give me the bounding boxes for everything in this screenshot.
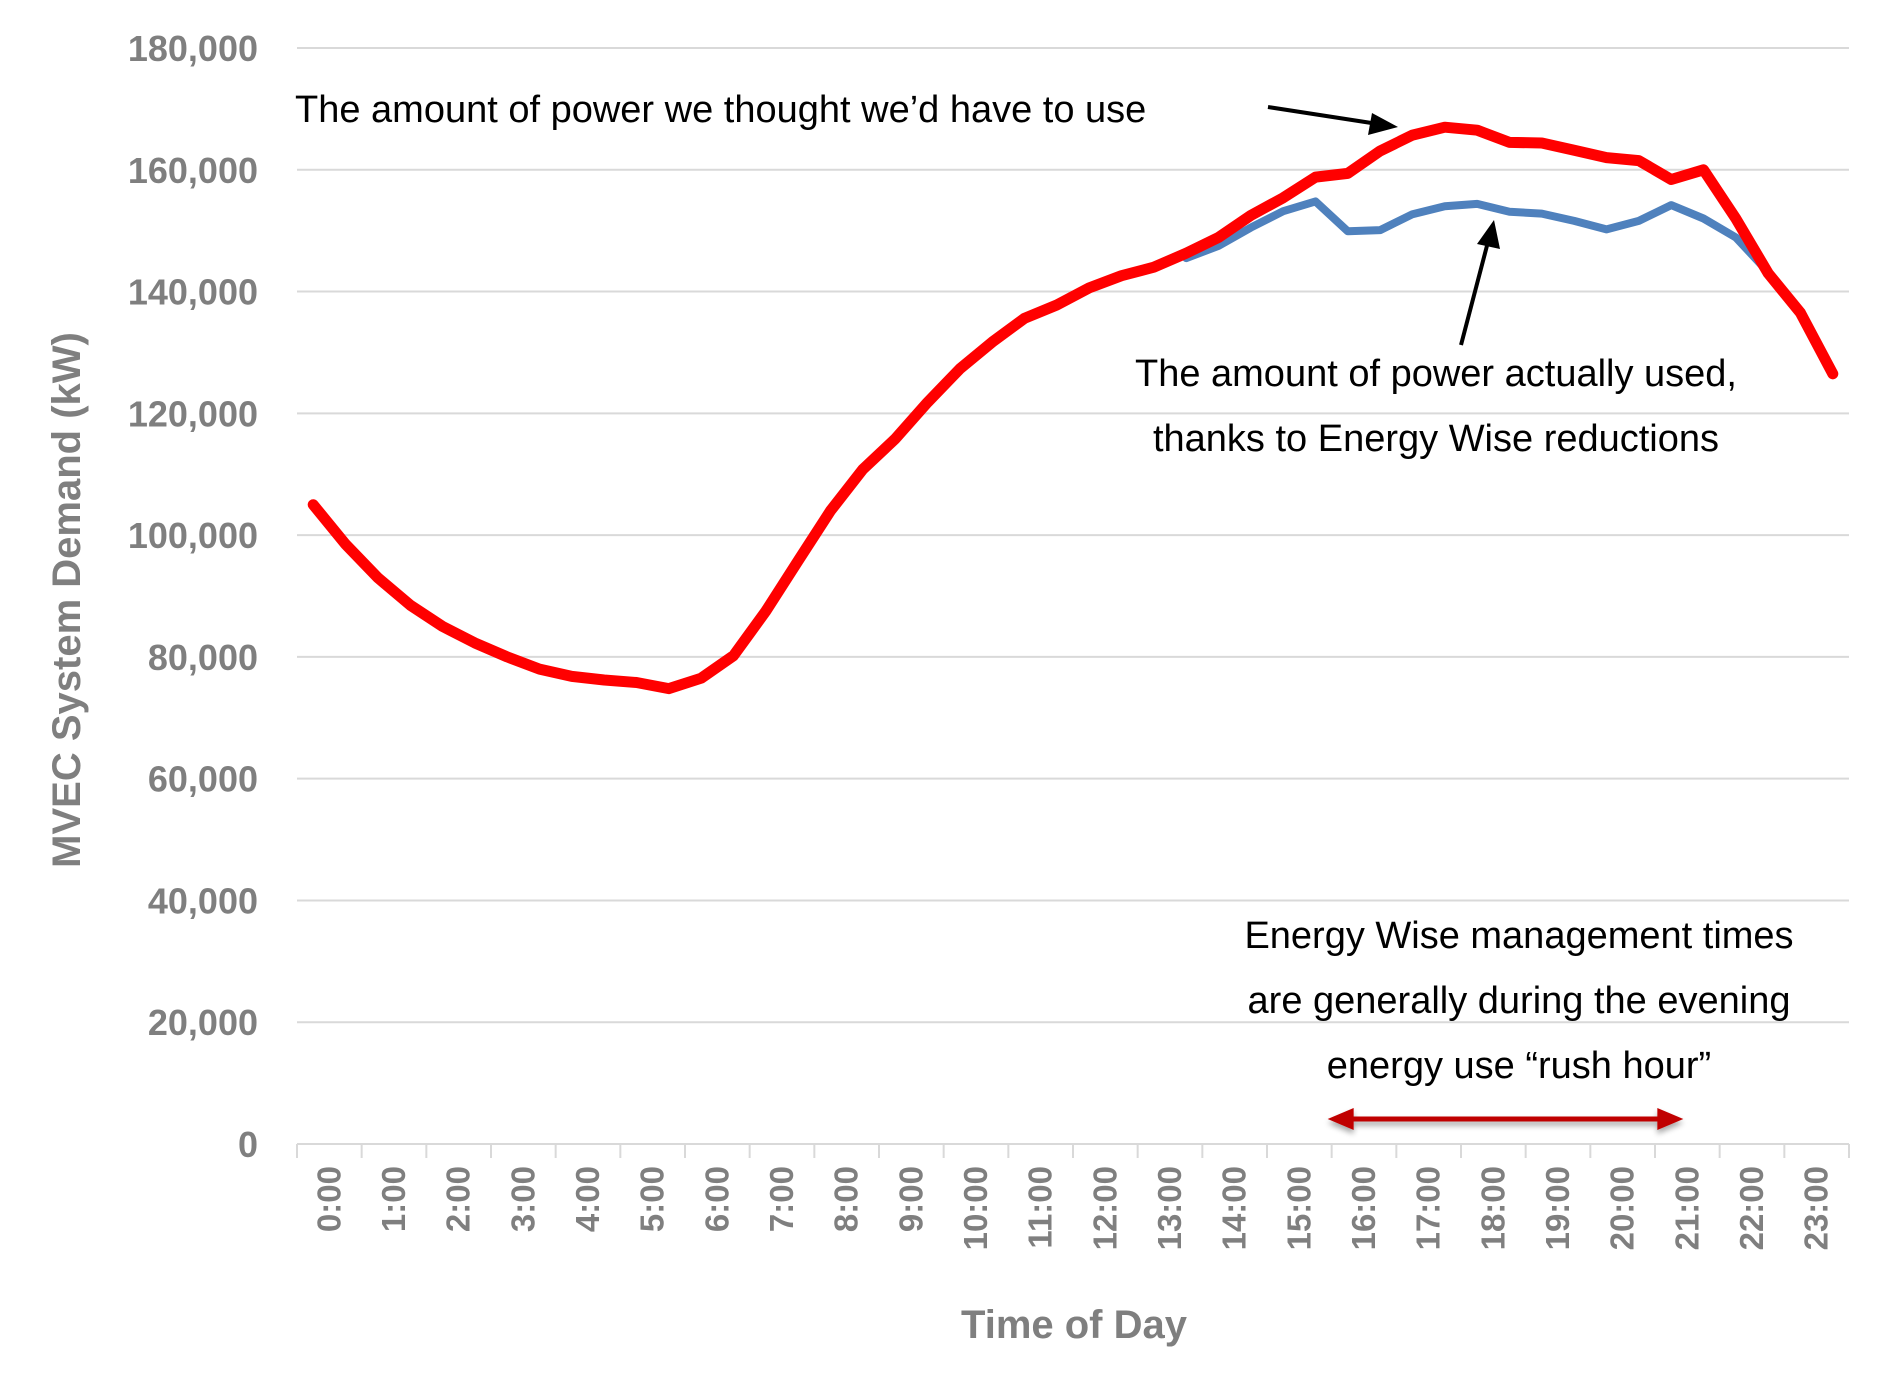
x-tick-label: 22:00	[1733, 1166, 1770, 1250]
y-tick-label: 60,000	[148, 759, 258, 800]
x-tick-label: 20:00	[1604, 1166, 1641, 1250]
window-arrow-head-left	[1327, 1108, 1354, 1130]
gridlines	[297, 47, 1849, 1024]
annotation-actual-line2: thanks to Energy Wise reductions	[1153, 418, 1719, 460]
x-tick-label: 8:00	[828, 1166, 865, 1232]
x-tick-label: 10:00	[957, 1166, 994, 1250]
x-tick-label: 1:00	[375, 1166, 412, 1232]
y-tick-label: 160,000	[128, 150, 258, 191]
y-tick-label: 20,000	[148, 1002, 258, 1043]
x-axis-tick-labels: 0:00 1:00 2:00 3:00 4:00 5:00 6:00 7:00 8:00 9:00…	[310, 1166, 1834, 1250]
x-tick-label: 16:00	[1345, 1166, 1382, 1250]
y-axis-tick-labels: 0 20,000 40,000 60,000 80,000 100,000 120,000 1…	[128, 28, 258, 1165]
y-tick-label: 140,000	[128, 272, 258, 313]
annotation-forecast: The amount of power we thought we’d have…	[295, 89, 1146, 131]
x-tick-label: 5:00	[634, 1166, 671, 1232]
series-line-actual	[1182, 197, 1773, 277]
series-lines	[307, 121, 1839, 695]
x-tick-label: 11:00	[1022, 1166, 1059, 1249]
x-tick-label: 15:00	[1280, 1166, 1317, 1250]
x-tick-label: 0:00	[310, 1166, 347, 1232]
x-tick-label: 23:00	[1798, 1166, 1835, 1250]
x-tick-label: 14:00	[1216, 1166, 1253, 1250]
x-tick-label: 21:00	[1668, 1166, 1705, 1250]
annotation-management-line1: Energy Wise management times	[1244, 915, 1793, 957]
x-tick-label: 3:00	[504, 1166, 541, 1232]
x-tick-label: 19:00	[1539, 1166, 1576, 1250]
x-tick-label: 6:00	[698, 1166, 735, 1232]
management-window-arrow	[1327, 1108, 1684, 1130]
x-tick-label: 18:00	[1474, 1166, 1511, 1250]
y-tick-label: 180,000	[128, 28, 258, 69]
annotation-management-line3: energy use “rush hour”	[1327, 1045, 1711, 1087]
y-tick-label: 0	[238, 1124, 258, 1165]
x-tick-label: 17:00	[1410, 1166, 1447, 1250]
annotation-management-line2: are generally during the evening	[1248, 980, 1791, 1022]
annotation-actual-line1: The amount of power actually used,	[1135, 353, 1737, 395]
x-tick-label: 12:00	[1086, 1166, 1123, 1250]
x-tick-label: 9:00	[892, 1166, 929, 1232]
x-tick-label: 7:00	[763, 1166, 800, 1232]
x-tick-label: 4:00	[569, 1166, 606, 1232]
y-tick-label: 100,000	[128, 515, 258, 556]
x-tick-label: 13:00	[1151, 1166, 1188, 1250]
y-tick-label: 120,000	[128, 393, 258, 434]
annotation-forecast-arrow	[1267, 105, 1398, 135]
window-arrow-head-right	[1657, 1108, 1684, 1130]
annotation-actual-arrow	[1459, 220, 1500, 346]
series-line-forecast	[307, 121, 1839, 695]
y-tick-label: 80,000	[148, 637, 258, 678]
axes	[296, 1143, 1850, 1158]
y-axis-title: MVEC System Demand (kW)	[45, 332, 89, 868]
x-tick-label: 2:00	[440, 1166, 477, 1232]
x-axis-title: Time of Day	[961, 1303, 1188, 1347]
y-tick-label: 40,000	[148, 880, 258, 921]
